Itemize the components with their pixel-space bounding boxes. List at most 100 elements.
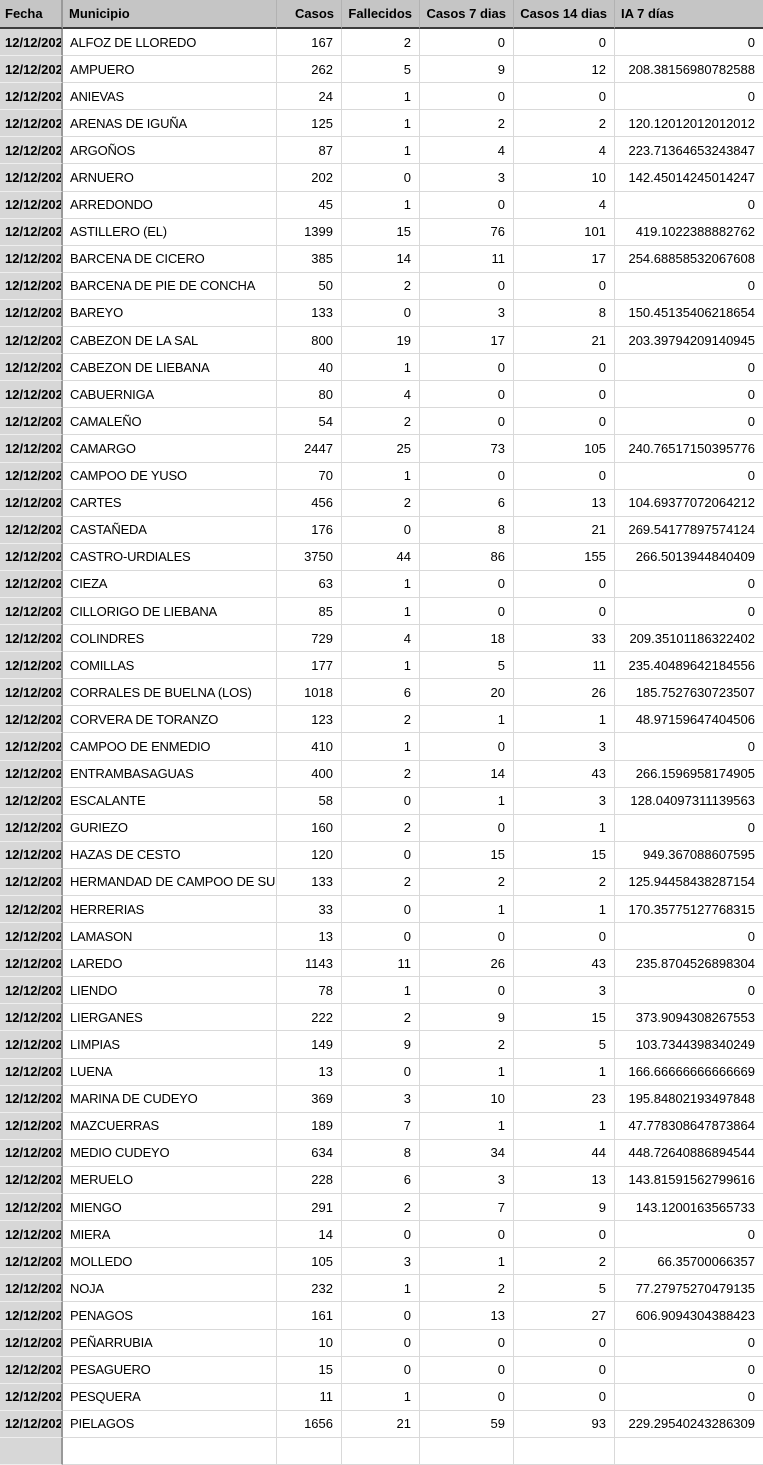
- cell-fecha[interactable]: 12/12/2021: [0, 570, 63, 598]
- cell-fallecidos[interactable]: 2: [342, 29, 420, 57]
- cell-ia-7-dias[interactable]: 0: [615, 571, 763, 598]
- cell-fallecidos[interactable]: 7: [342, 1112, 420, 1140]
- cell-fallecidos[interactable]: 6: [342, 1166, 420, 1195]
- cell-casos-7-dias[interactable]: 76: [420, 218, 514, 246]
- cell-fecha[interactable]: 12/12/2021: [0, 1031, 63, 1059]
- cell-casos-14-dias[interactable]: 0: [514, 83, 615, 111]
- cell-casos-7-dias[interactable]: 34: [420, 1139, 514, 1167]
- cell-casos-14-dias[interactable]: 0: [514, 1356, 615, 1384]
- cell-municipio[interactable]: GURIEZO: [63, 814, 277, 842]
- cell-casos-14-dias[interactable]: 12: [514, 56, 615, 84]
- cell-municipio[interactable]: AMPUERO: [63, 56, 277, 84]
- cell-casos-14-dias[interactable]: 0: [514, 1221, 615, 1249]
- cell-fallecidos[interactable]: 1: [342, 1275, 420, 1303]
- cell-casos[interactable]: 45: [277, 191, 342, 219]
- cell-casos-7-dias[interactable]: 2: [420, 110, 514, 138]
- cell-casos-7-dias[interactable]: 6: [420, 489, 514, 517]
- table-row[interactable]: 12/12/2021 CORRALES DE BUELNA (LOS) 1018…: [0, 679, 763, 707]
- cell-ia-7-dias[interactable]: 209.35101186322402: [615, 625, 763, 653]
- cell-casos-7-dias[interactable]: 1: [420, 1058, 514, 1086]
- cell-casos-14-dias[interactable]: 21: [514, 516, 615, 544]
- table-row[interactable]: 12/12/2021 LAREDO 1143 11 26 43 235.8704…: [0, 950, 763, 978]
- cell-casos-7-dias[interactable]: 2: [420, 868, 514, 896]
- cell-municipio[interactable]: LIERGANES: [63, 1004, 277, 1032]
- cell-casos[interactable]: 3750: [277, 543, 342, 571]
- cell-casos-7-dias[interactable]: 1: [420, 1112, 514, 1140]
- cell-ia-7-dias[interactable]: 143.1200163565733: [615, 1194, 763, 1222]
- cell-casos-14-dias[interactable]: 44: [514, 1139, 615, 1167]
- cell-casos-14-dias[interactable]: 23: [514, 1085, 615, 1113]
- cell-municipio[interactable]: COLINDRES: [63, 625, 277, 653]
- cell-casos[interactable]: 40: [277, 354, 342, 382]
- cell-casos[interactable]: 1399: [277, 218, 342, 246]
- table-row[interactable]: 12/12/2021 MARINA DE CUDEYO 369 3 10 23 …: [0, 1085, 763, 1113]
- cell-municipio[interactable]: LAMASON: [63, 923, 277, 951]
- cell-fecha[interactable]: 12/12/2021: [0, 1410, 63, 1438]
- cell-fallecidos[interactable]: 6: [342, 679, 420, 707]
- cell-fallecidos[interactable]: 0: [342, 1058, 420, 1086]
- cell-fallecidos[interactable]: 2: [342, 272, 420, 300]
- header-casos-14-dias[interactable]: Casos 14 dias: [514, 0, 615, 29]
- cell-municipio[interactable]: MOLLEDO: [63, 1248, 277, 1276]
- cell-fallecidos[interactable]: 2: [342, 868, 420, 896]
- cell-fallecidos[interactable]: 0: [342, 1302, 420, 1330]
- table-row[interactable]: 12/12/2021 ARENAS DE IGUÑA 125 1 2 2 120…: [0, 110, 763, 138]
- cell-municipio[interactable]: BARCENA DE CICERO: [63, 245, 277, 273]
- cell-casos-14-dias[interactable]: 105: [514, 435, 615, 463]
- cell-fallecidos[interactable]: 2: [342, 814, 420, 842]
- cell-fecha[interactable]: 12/12/2021: [0, 516, 63, 544]
- cell-fecha[interactable]: 12/12/2021: [0, 381, 63, 409]
- cell-casos[interactable]: 634: [277, 1139, 342, 1167]
- cell-fallecidos[interactable]: 2: [342, 760, 420, 788]
- cell-fallecidos[interactable]: 0: [342, 923, 420, 951]
- cell-municipio[interactable]: ANIEVAS: [63, 83, 277, 111]
- table-row[interactable]: 12/12/2021 CIEZA 63 1 0 0 0: [0, 570, 763, 598]
- cell-ia-7-dias[interactable]: 0: [615, 273, 763, 300]
- table-row[interactable]: 12/12/2021 CASTAÑEDA 176 0 8 21 269.5417…: [0, 516, 763, 544]
- cell-casos[interactable]: 291: [277, 1194, 342, 1222]
- cell-fallecidos[interactable]: 0: [342, 299, 420, 328]
- table-row[interactable]: 12/12/2021 MOLLEDO 105 3 1 2 66.35700066…: [0, 1248, 763, 1276]
- cell-fecha[interactable]: 12/12/2021: [0, 760, 63, 788]
- cell-casos-7-dias[interactable]: 0: [420, 83, 514, 111]
- cell-casos-14-dias[interactable]: 0: [514, 354, 615, 382]
- cell-casos-14-dias[interactable]: 8: [514, 299, 615, 328]
- cell-ia-7-dias[interactable]: 266.5013944840409: [615, 544, 763, 571]
- cell-casos[interactable]: 456: [277, 489, 342, 517]
- cell-casos-7-dias[interactable]: 8: [420, 516, 514, 544]
- cell-casos-14-dias[interactable]: 15: [514, 841, 615, 869]
- cell-municipio[interactable]: PENAGOS: [63, 1302, 277, 1330]
- cell-casos[interactable]: 70: [277, 462, 342, 490]
- cell-fallecidos[interactable]: 0: [342, 1329, 420, 1357]
- cell-ia-7-dias[interactable]: 77.27975270479135: [615, 1275, 763, 1303]
- cell-fecha[interactable]: 12/12/2021: [0, 814, 63, 842]
- cell-casos[interactable]: 133: [277, 299, 342, 328]
- cell-fallecidos[interactable]: 15: [342, 218, 420, 246]
- table-row[interactable]: 12/12/2021 ANIEVAS 24 1 0 0 0: [0, 83, 763, 111]
- cell-casos-7-dias[interactable]: 86: [420, 543, 514, 571]
- cell-casos-7-dias[interactable]: 13: [420, 1302, 514, 1330]
- cell-municipio[interactable]: MARINA DE CUDEYO: [63, 1085, 277, 1113]
- cell-casos-14-dias[interactable]: 0: [514, 597, 615, 626]
- cell-casos-14-dias[interactable]: 13: [514, 489, 615, 517]
- cell-casos-14-dias[interactable]: 0: [514, 1383, 615, 1411]
- cell-municipio[interactable]: HERRERIAS: [63, 896, 277, 924]
- cell-municipio[interactable]: CILLORIGO DE LIEBANA: [63, 597, 277, 626]
- cell-casos[interactable]: 2447: [277, 435, 342, 463]
- cell-fecha[interactable]: 12/12/2021: [0, 299, 63, 328]
- cell-casos[interactable]: 63: [277, 570, 342, 598]
- cell-ia-7-dias[interactable]: 235.8704526898304: [615, 950, 763, 978]
- cell-ia-7-dias[interactable]: 0: [615, 923, 763, 951]
- cell-casos[interactable]: 222: [277, 1004, 342, 1032]
- cell-fecha[interactable]: 12/12/2021: [0, 272, 63, 300]
- cell-casos[interactable]: 410: [277, 733, 342, 761]
- cell-casos-7-dias[interactable]: 0: [420, 733, 514, 761]
- cell-fallecidos[interactable]: 2: [342, 706, 420, 734]
- cell-casos-7-dias[interactable]: 0: [420, 354, 514, 382]
- cell-municipio[interactable]: ENTRAMBASAGUAS: [63, 760, 277, 788]
- header-casos-7-dias[interactable]: Casos 7 dias: [420, 0, 514, 29]
- table-row[interactable]: 12/12/2021 LAMASON 13 0 0 0 0: [0, 923, 763, 951]
- cell-casos-7-dias[interactable]: 0: [420, 597, 514, 626]
- cell-ia-7-dias[interactable]: 128.04097311139563: [615, 788, 763, 815]
- table-row[interactable]: 12/12/2021 COLINDRES 729 4 18 33 209.351…: [0, 625, 763, 653]
